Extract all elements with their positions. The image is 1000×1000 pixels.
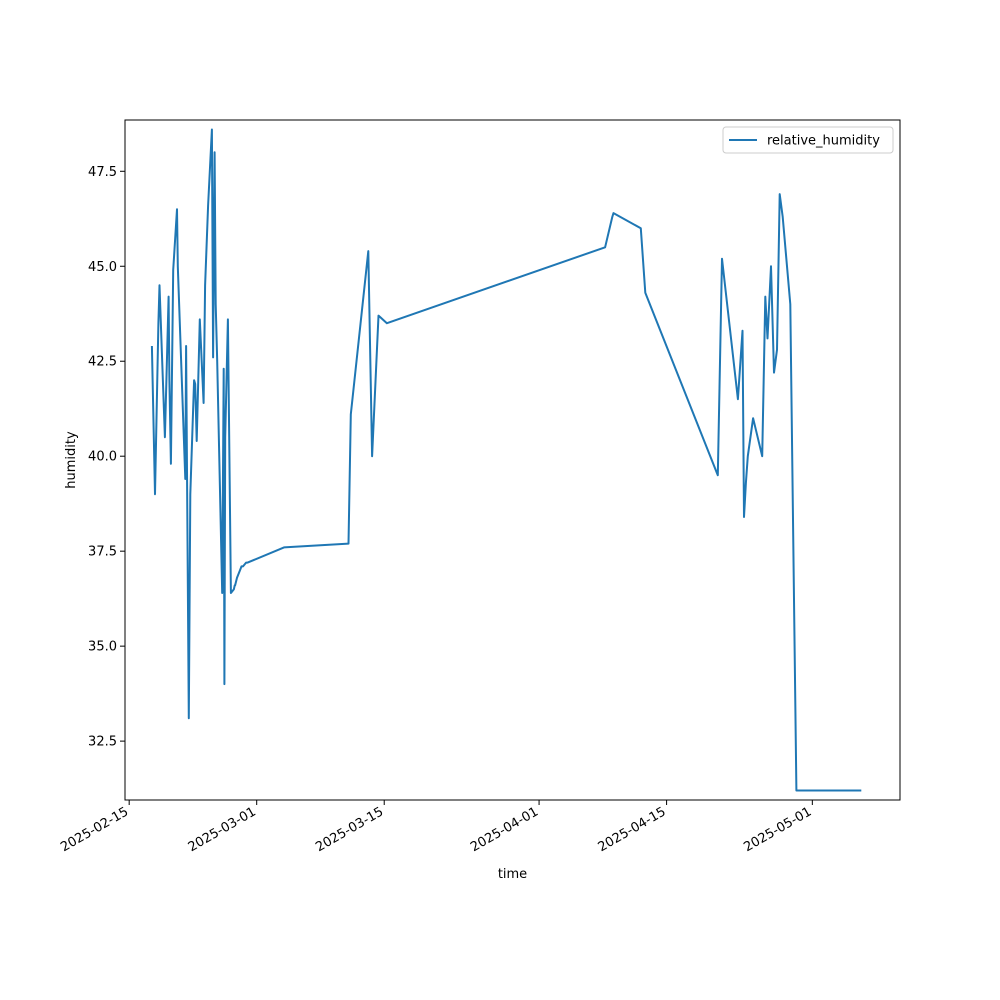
- series-line-relative-humidity: [150, 128, 862, 792]
- legend-label-relative-humidity: relative_humidity: [767, 134, 880, 149]
- y-tick-label: 45.0: [88, 260, 117, 275]
- y-axis: 32.5 35.0 37.5 40.0 42.5 45.0 47.5: [88, 165, 125, 750]
- y-tick-label: 47.5: [88, 165, 117, 180]
- y-tick-label: 37.5: [88, 545, 117, 560]
- y-axis-title: humidity: [64, 431, 79, 489]
- legend: relative_humidity: [722, 126, 894, 154]
- y-tick-label: 40.0: [88, 450, 117, 465]
- y-tick-label: 35.0: [88, 640, 117, 655]
- plot-area: [150, 128, 862, 792]
- legend-box: [722, 126, 894, 154]
- y-tick-label: 32.5: [88, 735, 117, 750]
- y-tick-label: 42.5: [88, 355, 117, 370]
- axes-frame: [124, 119, 901, 801]
- x-axis-title: time: [498, 867, 527, 882]
